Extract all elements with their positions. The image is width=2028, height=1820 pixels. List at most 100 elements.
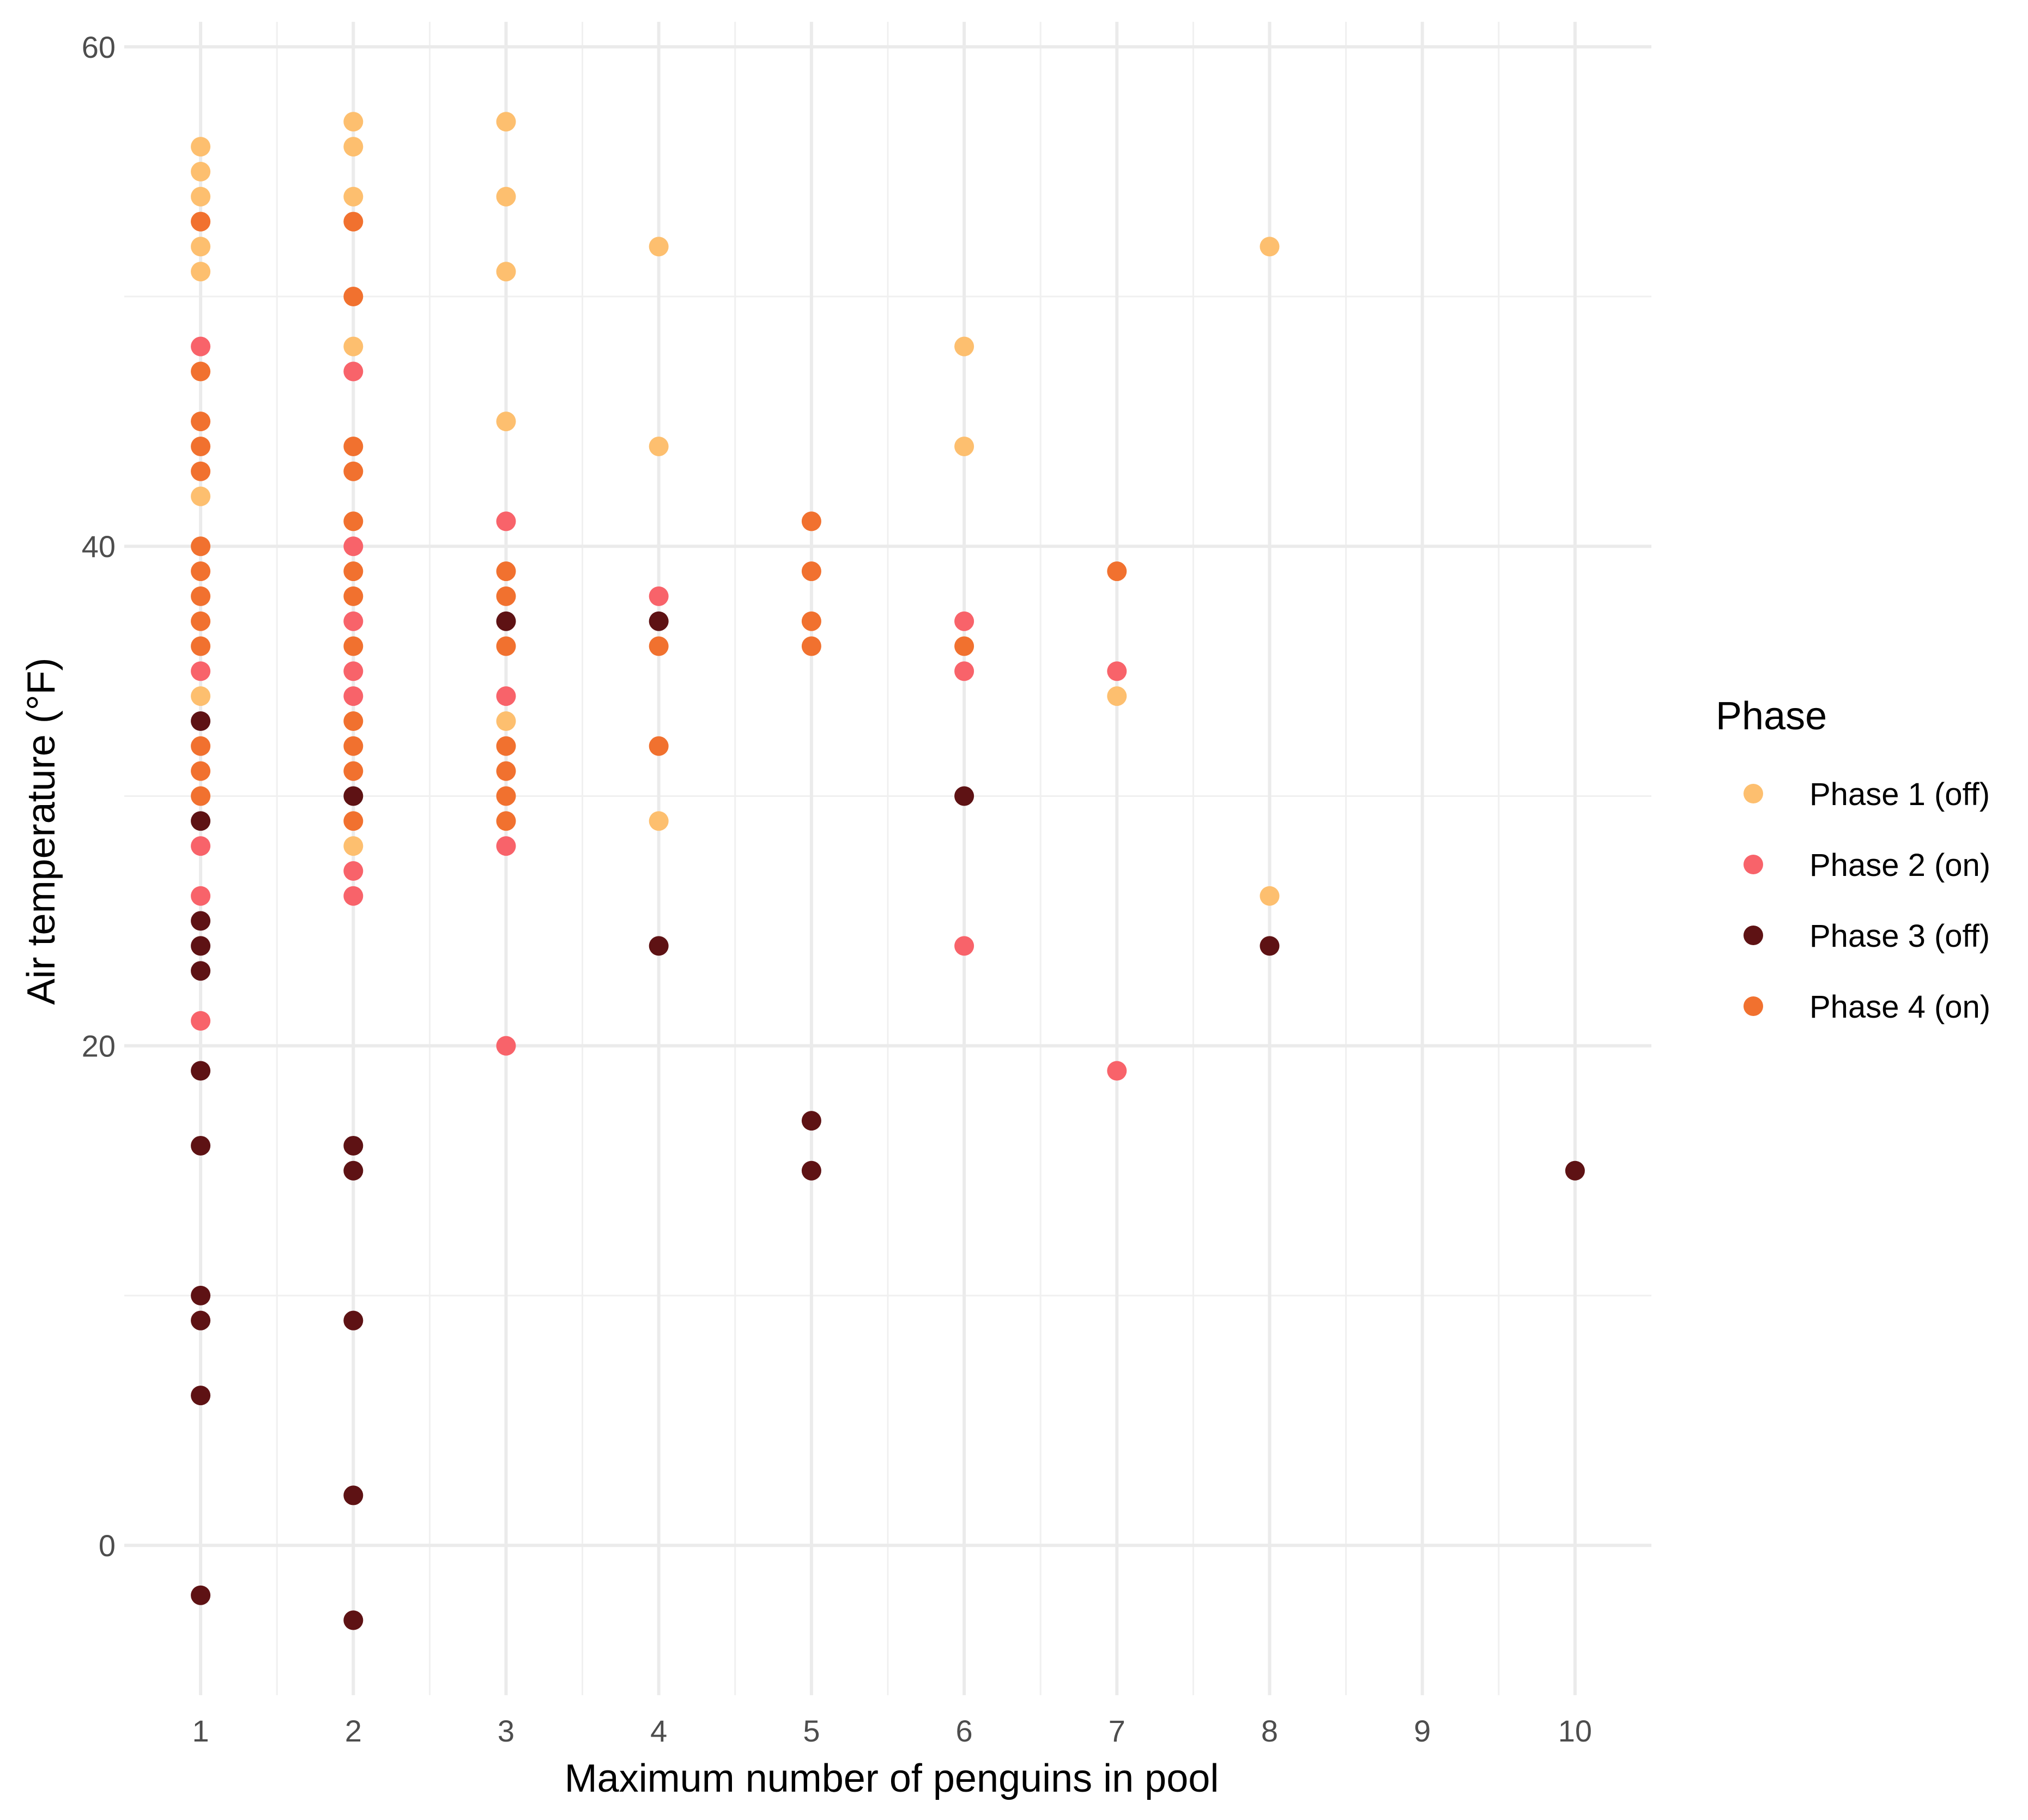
- data-point-phase-2: [496, 836, 516, 856]
- data-point-phase-4: [496, 736, 516, 756]
- data-point-phase-4: [343, 711, 364, 731]
- data-point-phase-3: [191, 936, 211, 956]
- data-point-phase-3: [649, 936, 669, 956]
- data-point-phase-4: [1107, 561, 1127, 582]
- data-point-phase-1: [954, 436, 974, 456]
- data-point-phase-1: [496, 711, 516, 731]
- data-point-phase-3: [1260, 936, 1280, 956]
- data-point-phase-3: [191, 1386, 211, 1406]
- data-point-phase-1: [496, 412, 516, 432]
- x-axis-title: Maximum number of penguins in pool: [565, 1757, 1219, 1800]
- data-point-phase-3: [191, 811, 211, 831]
- data-point-phase-2: [343, 536, 364, 557]
- data-point-phase-1: [343, 186, 364, 207]
- data-point-phase-4: [191, 736, 211, 756]
- x-tick-label: 9: [1414, 1714, 1431, 1748]
- data-point-phase-2: [496, 511, 516, 531]
- data-point-phase-4: [496, 561, 516, 582]
- data-point-phase-3: [191, 1135, 211, 1156]
- data-point-phase-4: [801, 561, 821, 582]
- data-point-phase-2: [1107, 1061, 1127, 1081]
- data-point-phase-4: [191, 761, 211, 781]
- y-tick-label: 60: [82, 30, 116, 64]
- x-tick-label: 8: [1261, 1714, 1278, 1748]
- data-point-phase-3: [191, 1061, 211, 1081]
- legend-title: Phase: [1716, 694, 1827, 738]
- data-point-phase-4: [496, 636, 516, 656]
- data-point-phase-2: [496, 686, 516, 706]
- data-point-phase-4: [343, 636, 364, 656]
- data-point-phase-2: [496, 1036, 516, 1056]
- data-point-phase-1: [191, 486, 211, 506]
- legend-label-phase-2: Phase 2 (on): [1809, 848, 1990, 883]
- data-point-phase-2: [343, 661, 364, 681]
- data-point-phase-2: [343, 686, 364, 706]
- data-point-phase-3: [649, 611, 669, 631]
- grid-major: [124, 22, 1651, 1695]
- data-point-phase-4: [343, 811, 364, 831]
- data-point-phase-2: [343, 361, 364, 382]
- y-tick-label: 0: [99, 1528, 116, 1563]
- data-points: [191, 112, 1585, 1630]
- data-point-phase-4: [191, 536, 211, 557]
- data-point-phase-2: [343, 886, 364, 906]
- data-point-phase-2: [191, 1011, 211, 1031]
- legend-label-phase-4: Phase 4 (on): [1809, 989, 1990, 1025]
- data-point-phase-4: [191, 461, 211, 481]
- data-point-phase-4: [191, 586, 211, 606]
- x-tick-label: 10: [1558, 1714, 1592, 1748]
- data-point-phase-3: [191, 711, 211, 731]
- data-point-phase-1: [954, 336, 974, 356]
- data-point-phase-2: [343, 861, 364, 881]
- x-axis-ticks: 1 2 3 4 5 6 7 8 9 10: [192, 1714, 1593, 1748]
- data-point-phase-1: [191, 686, 211, 706]
- data-point-phase-1: [649, 436, 669, 456]
- data-point-phase-3: [343, 1310, 364, 1331]
- data-point-phase-1: [649, 237, 669, 257]
- data-point-phase-4: [343, 561, 364, 582]
- data-point-phase-4: [343, 287, 364, 307]
- data-point-phase-4: [801, 511, 821, 531]
- legend-label-phase-1: Phase 1 (off): [1809, 777, 1990, 812]
- x-tick-label: 6: [956, 1714, 973, 1748]
- data-point-phase-1: [496, 186, 516, 207]
- data-point-phase-4: [801, 611, 821, 631]
- data-point-phase-2: [1107, 661, 1127, 681]
- data-point-phase-1: [496, 112, 516, 132]
- data-point-phase-1: [343, 112, 364, 132]
- data-point-phase-4: [191, 361, 211, 382]
- data-point-phase-1: [649, 811, 669, 831]
- x-tick-label: 5: [803, 1714, 820, 1748]
- data-point-phase-1: [191, 237, 211, 257]
- data-point-phase-4: [496, 811, 516, 831]
- data-point-phase-4: [496, 586, 516, 606]
- data-point-phase-4: [191, 611, 211, 631]
- y-tick-label: 20: [82, 1029, 116, 1063]
- legend-key-phase-1: [1744, 784, 1763, 803]
- y-tick-label: 40: [82, 529, 116, 564]
- data-point-phase-4: [801, 636, 821, 656]
- data-point-phase-1: [191, 186, 211, 207]
- data-point-phase-1: [343, 336, 364, 356]
- data-point-phase-2: [954, 611, 974, 631]
- data-point-phase-4: [191, 636, 211, 656]
- data-point-phase-1: [1107, 686, 1127, 706]
- data-point-phase-3: [343, 1135, 364, 1156]
- data-point-phase-3: [343, 1610, 364, 1630]
- x-tick-label: 2: [345, 1714, 362, 1748]
- data-point-phase-1: [191, 137, 211, 157]
- data-point-phase-1: [191, 262, 211, 282]
- data-point-phase-4: [191, 412, 211, 432]
- data-point-phase-1: [343, 836, 364, 856]
- data-point-phase-3: [801, 1111, 821, 1131]
- x-tick-label: 7: [1109, 1714, 1125, 1748]
- legend-key-phase-4: [1744, 996, 1763, 1016]
- data-point-phase-2: [954, 661, 974, 681]
- y-axis-title: Air temperature (°F): [20, 658, 63, 1005]
- x-tick-label: 3: [498, 1714, 514, 1748]
- legend-key-phase-2: [1744, 855, 1763, 874]
- data-point-phase-4: [649, 636, 669, 656]
- data-point-phase-3: [343, 786, 364, 806]
- data-point-phase-1: [496, 262, 516, 282]
